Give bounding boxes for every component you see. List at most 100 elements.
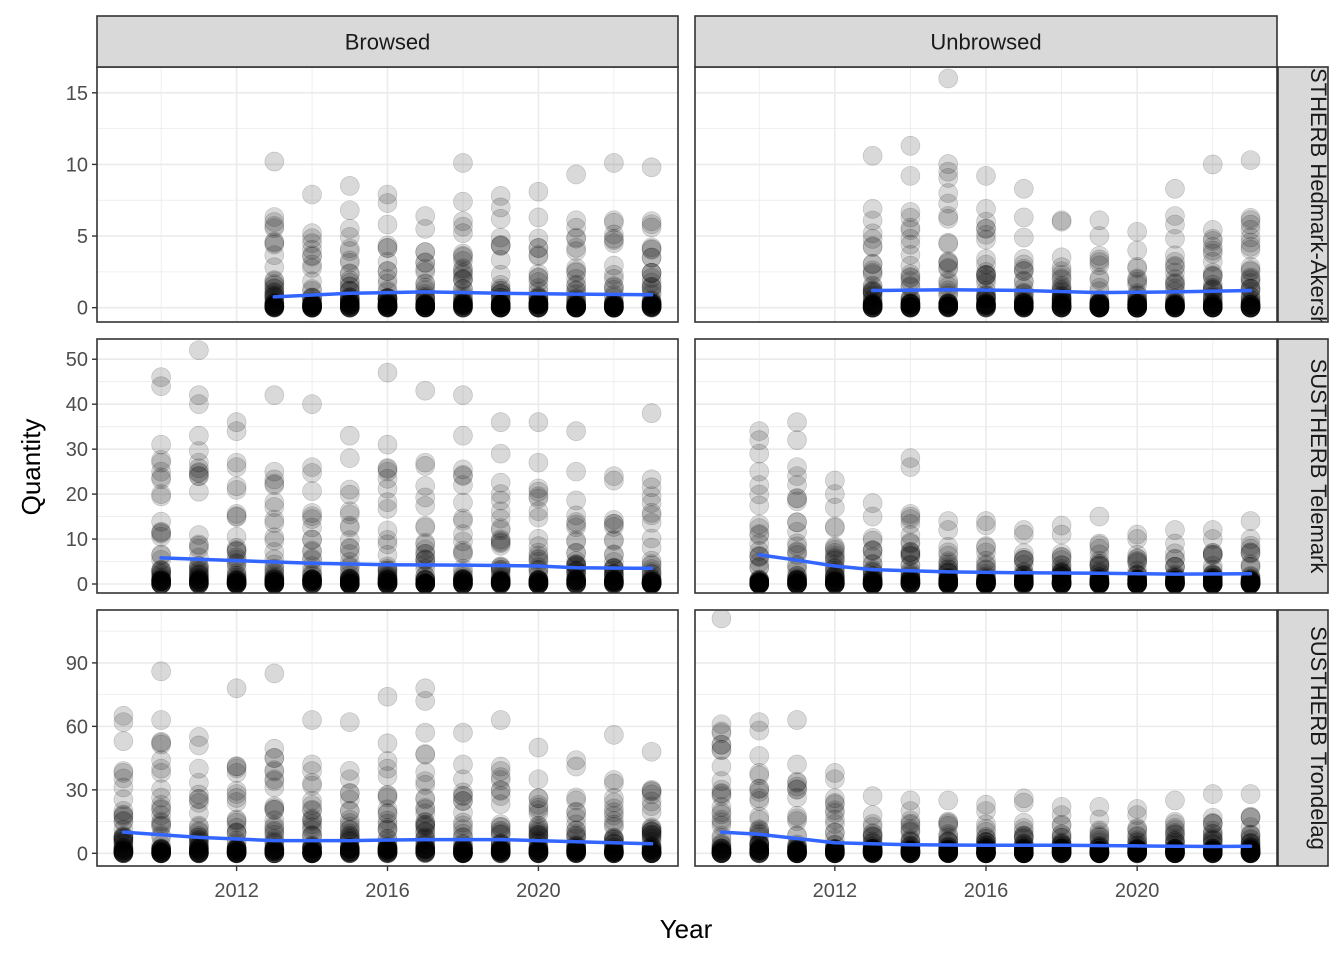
data-point: [453, 270, 473, 291]
data-point: [1165, 557, 1185, 577]
data-point: [490, 574, 511, 593]
data-point: [1089, 535, 1110, 555]
data-point: [787, 512, 807, 532]
data-point: [862, 253, 883, 274]
data-point: [604, 572, 624, 593]
data-point: [1013, 297, 1034, 318]
data-point: [377, 572, 398, 592]
data-point: [113, 843, 134, 864]
data-point: [339, 801, 360, 822]
data-point: [1165, 297, 1185, 318]
data-point: [302, 572, 322, 593]
data-point: [976, 295, 996, 315]
data-point: [900, 572, 921, 593]
data-point: [453, 294, 473, 315]
data-point: [1240, 543, 1261, 564]
data-point: [1165, 557, 1185, 577]
data-point: [377, 478, 398, 499]
data-point: [604, 574, 624, 593]
data-point: [1013, 293, 1034, 314]
data-point: [453, 295, 473, 316]
data-point: [1013, 570, 1034, 590]
data-point: [749, 525, 770, 545]
x-tick-label: 2016: [964, 880, 1009, 902]
data-point: [1127, 289, 1147, 310]
data-point: [377, 294, 398, 315]
data-point: [1240, 570, 1261, 591]
data-point: [749, 571, 770, 591]
data-point: [339, 574, 360, 593]
data-point: [528, 486, 549, 507]
data-point: [1240, 210, 1261, 231]
y-axis-title: Quantity: [16, 419, 46, 516]
data-point: [566, 297, 586, 318]
data-point: [264, 233, 285, 253]
data-point: [976, 294, 996, 314]
data-point: [339, 574, 360, 593]
data-point: [528, 297, 549, 318]
data-point: [862, 547, 883, 567]
data-point: [528, 238, 549, 258]
data-point: [453, 223, 473, 243]
data-point: [566, 514, 586, 535]
data-point: [1202, 297, 1223, 318]
data-point: [604, 569, 624, 590]
data-point: [862, 530, 883, 551]
data-point: [302, 506, 322, 527]
data-point: [1165, 274, 1185, 295]
data-point: [339, 295, 360, 316]
data-point: [1127, 297, 1147, 318]
data-point: [1240, 297, 1261, 318]
data-point: [151, 570, 171, 591]
data-point: [490, 250, 511, 270]
data-point: [453, 297, 473, 318]
data-point: [490, 209, 511, 229]
data-point: [1127, 571, 1147, 591]
data-point: [528, 245, 549, 265]
data-point: [862, 571, 883, 592]
data-point: [1013, 249, 1034, 269]
data-point: [938, 294, 959, 314]
data-point: [528, 574, 549, 593]
data-point: [641, 297, 662, 317]
y-tick-label: 30: [66, 439, 88, 461]
data-point: [302, 297, 322, 318]
data-point: [377, 567, 398, 587]
data-point: [900, 294, 921, 315]
data-point: [938, 297, 959, 318]
data-point: [226, 573, 247, 593]
data-point: [415, 294, 436, 315]
data-point: [787, 574, 807, 593]
data-point: [1202, 545, 1223, 566]
data-point: [1165, 571, 1185, 592]
y-tick-label: 0: [77, 298, 88, 320]
data-point: [339, 241, 360, 261]
data-point: [566, 291, 586, 312]
data-point: [490, 508, 511, 529]
data-point: [566, 569, 586, 590]
data-point: [1165, 556, 1185, 577]
data-point: [938, 293, 959, 314]
data-point: [264, 572, 285, 592]
data-point: [113, 840, 134, 860]
data-point: [1127, 274, 1147, 295]
data-point: [1013, 297, 1034, 317]
data-point: [151, 573, 171, 593]
data-point: [749, 571, 770, 591]
data-point: [1202, 294, 1223, 315]
data-point: [226, 504, 247, 524]
data-point: [1051, 546, 1072, 567]
data-point: [1240, 297, 1261, 318]
data-point: [113, 801, 134, 821]
data-point: [453, 245, 473, 266]
data-point: [113, 804, 134, 825]
data-point: [749, 484, 770, 505]
data-point: [604, 297, 624, 318]
data-point: [302, 754, 322, 775]
data-point: [862, 297, 883, 317]
data-point: [976, 264, 996, 285]
data-point: [787, 570, 807, 591]
data-point: [151, 511, 171, 532]
data-point: [453, 297, 473, 318]
data-point: [189, 574, 209, 593]
